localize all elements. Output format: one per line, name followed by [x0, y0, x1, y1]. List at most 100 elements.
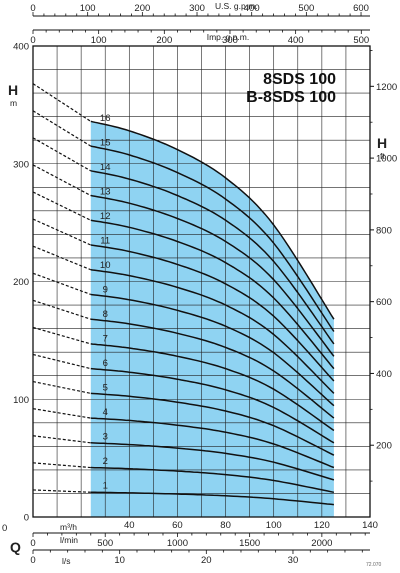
curve-label: 9 — [103, 284, 108, 295]
x-impgpm-tick-label: 0 — [30, 35, 35, 46]
y-right-tick-label: 400 — [376, 369, 392, 380]
x-ls-unit: l/s — [62, 556, 71, 566]
curve-extension-dashed — [32, 408, 91, 419]
chart-title-line: B-8SDS 100 — [246, 89, 336, 106]
pump-curve — [90, 318, 335, 419]
y-left-tick-label: 200 — [13, 277, 29, 288]
x-impgpm-tick-label: 200 — [156, 35, 172, 46]
x-lmin-tick-label: 0 — [30, 538, 35, 549]
x-lmin-tick-label: 500 — [97, 538, 113, 549]
y-left-letter: H — [8, 82, 18, 98]
y-left-tick-label: 100 — [13, 395, 29, 406]
curve-extension-dashed — [32, 353, 91, 370]
curve-label: 11 — [100, 235, 110, 246]
x-ls-tick-label: 10 — [114, 555, 125, 566]
x-ls-tick-label: 0 — [30, 555, 35, 566]
curve-label: 15 — [100, 137, 111, 148]
curve-label: 3 — [103, 431, 108, 442]
y-left-tick-label: 300 — [13, 159, 29, 170]
curve-extension-dashed — [32, 218, 92, 246]
y-right-tick-label: 1200 — [376, 82, 397, 93]
pump-curve — [90, 170, 335, 345]
curve-label: 16 — [100, 113, 111, 124]
curve-extension-dashed — [32, 380, 91, 394]
curve-label: 12 — [100, 211, 111, 222]
pump-curve — [90, 417, 335, 469]
y-left-tick-label: 400 — [13, 42, 29, 53]
pump-curve — [90, 244, 335, 382]
curve-extension-dashed — [32, 164, 92, 197]
x-usgpm-tick-label: 600 — [353, 3, 369, 14]
curve-extension-dashed — [32, 110, 92, 147]
y-left-unit: m — [10, 98, 17, 108]
x-m3h-tick-label: 100 — [266, 520, 282, 531]
x-ls-tick-label: 30 — [288, 555, 299, 566]
x-ls-tick-label: 20 — [201, 555, 212, 566]
pump-curve — [90, 268, 335, 394]
curve-label: 7 — [103, 333, 108, 344]
x-m3h-unit: m³/h — [60, 522, 77, 532]
curve-extension-dashed — [32, 435, 91, 444]
pump-curve — [90, 392, 335, 456]
pump-curve — [90, 194, 335, 357]
x-m3h-tick-label: 60 — [172, 520, 183, 531]
curve-label: 13 — [100, 186, 111, 197]
curve-extension-dashed — [32, 299, 91, 320]
plot-frame — [32, 45, 371, 518]
y-right-tick-label: 200 — [376, 441, 392, 452]
x-lmin-tick-label: 1000 — [167, 538, 188, 549]
y-left-tick-label: 0 — [24, 513, 29, 524]
y-right-letter: H — [377, 135, 387, 151]
curve-label: 6 — [103, 358, 108, 369]
x-usgpm-tick-label: 300 — [189, 3, 205, 14]
curve-extension-dashed — [32, 83, 92, 122]
operating-range-fill — [90, 121, 334, 518]
y-right-tick-label: 1000 — [376, 154, 397, 165]
y-right-unit: ft — [380, 151, 385, 161]
x-m3h-tick-label: 140 — [362, 520, 378, 531]
curve-extension-dashed — [32, 191, 92, 221]
x-usgpm-tick-label: 400 — [244, 3, 260, 14]
y-right-tick-label: 800 — [376, 225, 392, 236]
curve-label: 10 — [100, 260, 111, 271]
x-impgpm-tick-label: 400 — [288, 35, 304, 46]
x-usgpm-unit: U.S. g.p.m. — [215, 1, 258, 11]
curve-extension-dashed — [32, 489, 91, 493]
curve-extension-dashed — [32, 272, 91, 296]
x-m3h-tick-label: 40 — [124, 520, 135, 531]
pump-curve — [90, 491, 334, 506]
curve-label: 4 — [103, 407, 108, 418]
x-q-letter: Q — [10, 539, 21, 555]
x-m3h-tick-label: 80 — [220, 520, 231, 531]
y-right-tick-label: 600 — [376, 297, 392, 308]
curve-label: 5 — [103, 382, 108, 393]
pump-curve — [90, 343, 335, 432]
curve-label: 1 — [103, 480, 108, 491]
curve-label: 2 — [103, 456, 108, 467]
x-m3h-tick-label: 120 — [314, 520, 330, 531]
pump-curve — [90, 120, 335, 320]
pump-curve — [90, 219, 335, 370]
curve-label: 14 — [100, 162, 111, 173]
curve-extension-dashed — [32, 326, 91, 345]
pump-curve — [90, 367, 335, 444]
x-usgpm-tick-label: 0 — [30, 3, 35, 14]
x-impgpm-tick-label: 300 — [222, 35, 238, 46]
x-usgpm-tick-label: 200 — [134, 3, 150, 14]
x-usgpm-tick-label: 500 — [298, 3, 314, 14]
x-usgpm-tick-label: 100 — [80, 3, 96, 14]
x-lmin-tick-label: 2000 — [311, 538, 332, 549]
footnote-reference: 72.070 — [366, 562, 382, 568]
x-impgpm-tick-label: 500 — [353, 35, 369, 46]
pump-curve — [90, 442, 335, 481]
pump-curve — [90, 293, 335, 407]
curve-extension-dashed — [32, 245, 91, 271]
x-impgpm-unit: Imp. g.p.m. — [207, 32, 250, 42]
x-lmin-unit: l/min — [60, 535, 78, 545]
x-lmin-tick-label: 1500 — [239, 538, 260, 549]
pump-curve — [90, 466, 335, 494]
x-m3h-zero-label: 0 — [2, 523, 7, 534]
x-impgpm-tick-label: 100 — [91, 35, 107, 46]
